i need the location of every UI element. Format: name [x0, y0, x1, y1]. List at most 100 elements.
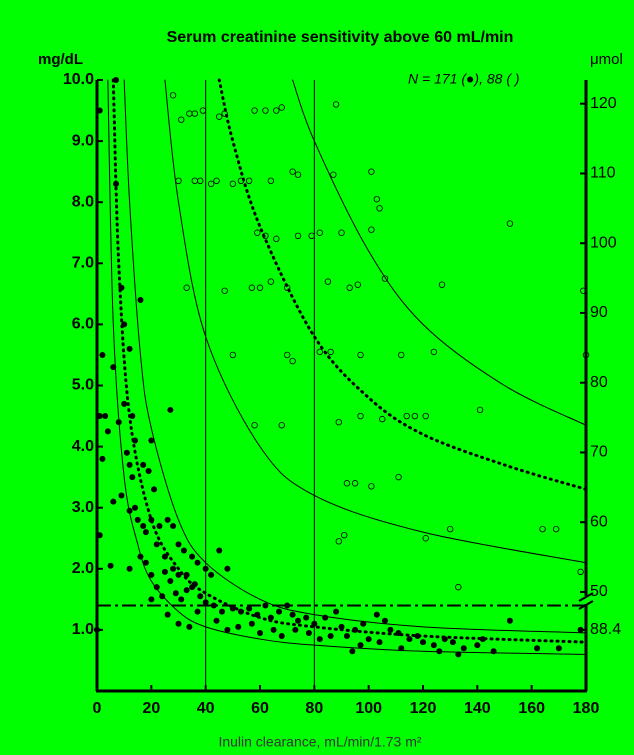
point: [175, 571, 182, 578]
point: [283, 284, 291, 291]
point: [539, 525, 546, 533]
y-tick-label: 4.0: [72, 438, 94, 455]
point: [438, 281, 446, 288]
point: [333, 608, 340, 615]
point: [289, 357, 296, 365]
point: [191, 581, 198, 588]
point: [411, 412, 419, 420]
point: [248, 284, 256, 291]
point: [134, 516, 141, 523]
point: [216, 547, 223, 554]
curve: [217, 78, 588, 491]
point: [178, 116, 185, 123]
point: [479, 636, 486, 643]
point: [338, 623, 345, 630]
point: [381, 275, 389, 282]
point: [357, 412, 364, 420]
y2-tick-label: 110: [590, 165, 616, 182]
chart-title: Serum creatinine sensitivity above 60 mL…: [167, 29, 514, 46]
point: [332, 101, 340, 108]
point: [430, 642, 437, 649]
point: [137, 553, 144, 560]
point: [273, 235, 280, 243]
point: [327, 633, 334, 640]
point: [94, 626, 100, 633]
point: [283, 351, 291, 359]
point: [121, 400, 128, 407]
point: [474, 642, 481, 649]
point: [175, 541, 182, 548]
point: [490, 648, 497, 655]
point: [246, 605, 253, 612]
point: [96, 107, 103, 114]
curve: [292, 79, 587, 426]
point: [276, 608, 283, 615]
point: [322, 614, 329, 621]
point: [476, 406, 484, 414]
point: [278, 633, 285, 640]
point: [381, 617, 388, 624]
point: [316, 229, 323, 236]
point: [191, 110, 198, 117]
point: [256, 284, 264, 291]
point: [159, 593, 166, 600]
point: [395, 473, 402, 481]
point: [373, 195, 381, 203]
point: [368, 168, 375, 175]
point: [213, 617, 220, 624]
point: [175, 620, 182, 627]
point: [294, 171, 302, 178]
point: [338, 229, 345, 236]
point: [167, 406, 174, 413]
point: [273, 107, 280, 114]
point: [96, 413, 103, 420]
y-tick-label: 1.0: [72, 621, 94, 638]
y-tick-label: 3.0: [72, 499, 94, 516]
point: [229, 180, 237, 188]
point: [373, 611, 380, 618]
x-tick-label: 140: [464, 700, 491, 717]
point: [316, 636, 323, 643]
point: [351, 480, 359, 487]
point: [237, 177, 245, 185]
y-tick-label: 2.0: [72, 560, 94, 577]
point: [99, 351, 106, 358]
point: [403, 412, 410, 420]
point: [99, 455, 106, 462]
point: [156, 523, 163, 530]
point: [129, 474, 136, 481]
annotation: N = 171 (●), 88 ( ): [408, 71, 520, 87]
point: [506, 220, 514, 227]
x-tick-label: 60: [251, 700, 269, 717]
point: [360, 620, 367, 627]
point: [267, 614, 274, 621]
point: [104, 428, 111, 435]
point: [148, 516, 155, 523]
y-tick-label: 10.0: [63, 71, 94, 88]
point: [237, 608, 244, 615]
point: [110, 364, 117, 371]
point: [278, 422, 285, 429]
point: [368, 483, 375, 490]
point: [142, 529, 149, 536]
point: [254, 229, 261, 236]
point: [330, 171, 337, 178]
point: [229, 605, 236, 612]
point: [430, 348, 438, 356]
point: [161, 568, 168, 575]
point: [170, 565, 177, 572]
point: [327, 348, 334, 356]
point: [180, 547, 187, 554]
point: [406, 636, 413, 643]
point: [113, 180, 120, 187]
point: [251, 107, 258, 114]
point: [455, 583, 462, 591]
point: [346, 284, 353, 291]
y-tick-label: 7.0: [72, 255, 94, 272]
point: [449, 639, 456, 646]
point: [161, 553, 168, 560]
x-axis-label: Inulin clearance, mL/min/1.73 m²: [218, 734, 421, 750]
point: [441, 636, 448, 643]
point: [354, 281, 361, 288]
